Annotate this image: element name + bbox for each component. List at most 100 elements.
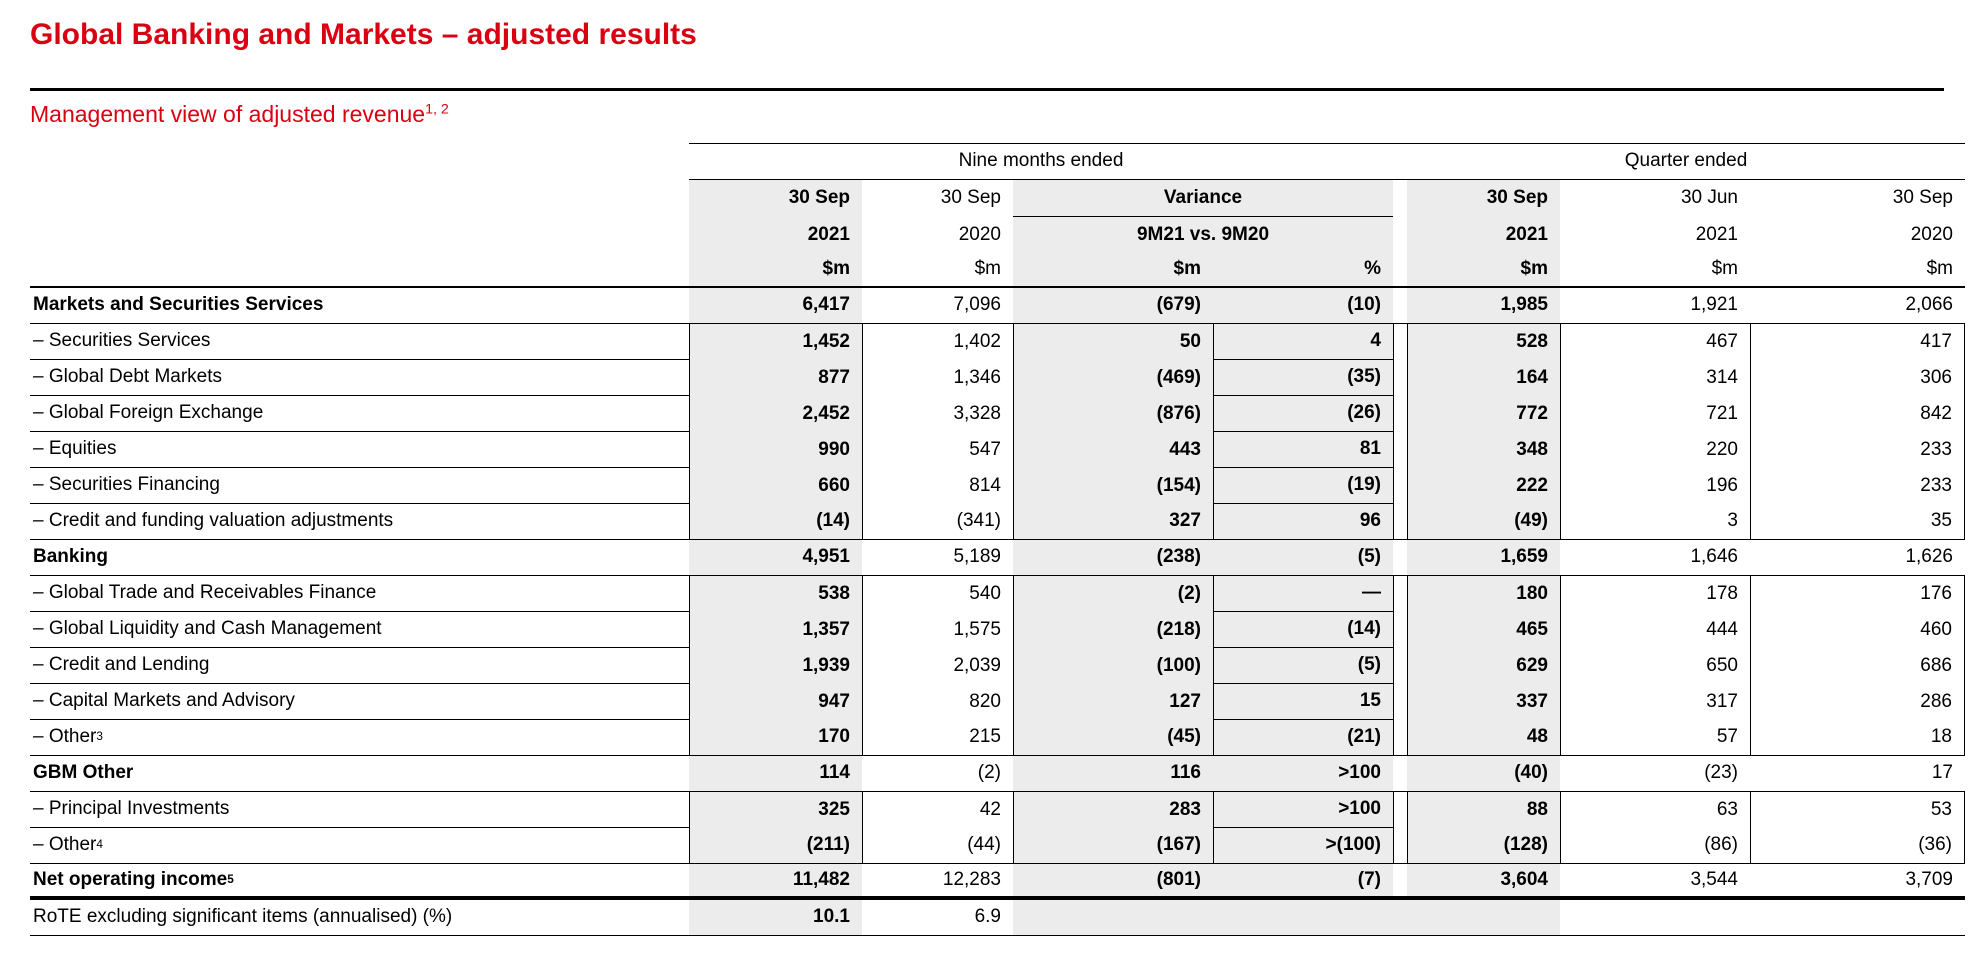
value-cell: >100 xyxy=(1213,756,1393,792)
value-cell: 1,575 xyxy=(862,612,1013,648)
row-label: – Global Debt Markets xyxy=(30,360,689,396)
value-cell: 540 xyxy=(862,576,1013,612)
value-cell: 164 xyxy=(1407,360,1560,396)
column-gap xyxy=(1393,432,1407,468)
adjusted-revenue-table: Nine months ended Quarter ended 30 Sep 3… xyxy=(30,143,1965,936)
value-cell: (238) xyxy=(1013,540,1213,576)
footnote-ref: 5 xyxy=(227,872,234,886)
value-cell: — xyxy=(1213,576,1393,612)
page-title: Global Banking and Markets – adjusted re… xyxy=(30,18,697,51)
column-gap xyxy=(1393,468,1407,504)
column-gap xyxy=(1393,756,1407,792)
value-cell: (44) xyxy=(862,828,1013,864)
row-label: – Principal Investments xyxy=(30,792,689,828)
col-header-q2-period: 30 Jun xyxy=(1560,180,1750,217)
header-gap xyxy=(1393,180,1407,217)
row-label: – Credit and funding valuation adjustmen… xyxy=(30,504,689,540)
value-cell: 10.1 xyxy=(689,900,862,936)
value-cell: 18 xyxy=(1750,720,1965,756)
value-cell: (19) xyxy=(1213,468,1393,504)
col-header-variance-sub: 9M21 vs. 9M20 xyxy=(1013,217,1393,253)
col-header-nm2-year: 2020 xyxy=(862,217,1013,253)
row-label: Net operating income 5 xyxy=(30,864,689,900)
value-cell: 88 xyxy=(1407,792,1560,828)
value-cell: 53 xyxy=(1750,792,1965,828)
value-cell xyxy=(1750,900,1965,936)
value-cell: (167) xyxy=(1013,828,1213,864)
value-cell: 348 xyxy=(1407,432,1560,468)
value-cell: (5) xyxy=(1213,540,1393,576)
value-cell: 283 xyxy=(1013,792,1213,828)
value-cell: 721 xyxy=(1560,396,1750,432)
value-cell: 2,066 xyxy=(1750,288,1965,324)
value-cell xyxy=(1560,900,1750,936)
column-gap xyxy=(1393,288,1407,324)
value-cell: (21) xyxy=(1213,720,1393,756)
col-header-q3-period: 30 Sep xyxy=(1750,180,1965,217)
value-cell: (86) xyxy=(1560,828,1750,864)
group-header-nine-months: Nine months ended xyxy=(689,143,1393,180)
col-header-q1-unit: $m xyxy=(1407,253,1560,288)
value-cell: 314 xyxy=(1560,360,1750,396)
value-cell: 629 xyxy=(1407,648,1560,684)
value-cell: 327 xyxy=(1013,504,1213,540)
table-subtitle: Management view of adjusted revenue1, 2 xyxy=(30,101,449,128)
column-gap xyxy=(1393,684,1407,720)
row-label: – Securities Services xyxy=(30,324,689,360)
value-cell: 1,346 xyxy=(862,360,1013,396)
value-cell: 1,921 xyxy=(1560,288,1750,324)
group-header-quarter: Quarter ended xyxy=(1407,143,1965,180)
value-cell: 3,604 xyxy=(1407,864,1560,900)
value-cell: (35) xyxy=(1213,360,1393,396)
value-cell: (341) xyxy=(862,504,1013,540)
col-header-q1-period: 30 Sep xyxy=(1407,180,1560,217)
value-cell: 1,939 xyxy=(689,648,862,684)
column-gap xyxy=(1393,792,1407,828)
group-header-gap xyxy=(1393,143,1407,180)
value-cell: (23) xyxy=(1560,756,1750,792)
col-header-q2-year: 2021 xyxy=(1560,217,1750,253)
value-cell: (49) xyxy=(1407,504,1560,540)
value-cell: 196 xyxy=(1560,468,1750,504)
value-cell: 180 xyxy=(1407,576,1560,612)
value-cell: (40) xyxy=(1407,756,1560,792)
header-gap xyxy=(1393,217,1407,253)
value-cell: 176 xyxy=(1750,576,1965,612)
value-cell: (100) xyxy=(1013,648,1213,684)
value-cell: 222 xyxy=(1407,468,1560,504)
value-cell: 178 xyxy=(1560,576,1750,612)
column-gap xyxy=(1393,864,1407,900)
value-cell: 337 xyxy=(1407,684,1560,720)
col-header-nm2-unit: $m xyxy=(862,253,1013,288)
value-cell: (218) xyxy=(1013,612,1213,648)
value-cell: 820 xyxy=(862,684,1013,720)
column-gap xyxy=(1393,828,1407,864)
footnote-ref: 3 xyxy=(96,730,103,744)
row-label: – Credit and Lending xyxy=(30,648,689,684)
value-cell: 170 xyxy=(689,720,862,756)
row-label: – Other 3 xyxy=(30,720,689,756)
value-cell: 17 xyxy=(1750,756,1965,792)
row-label: – Capital Markets and Advisory xyxy=(30,684,689,720)
column-gap xyxy=(1393,360,1407,396)
value-cell: 1,985 xyxy=(1407,288,1560,324)
title-divider xyxy=(30,88,1944,91)
header-spacer xyxy=(30,253,689,288)
row-label: RoTE excluding significant items (annual… xyxy=(30,900,689,936)
subtitle-text: Management view of adjusted revenue xyxy=(30,101,426,127)
header-gap xyxy=(1393,253,1407,288)
value-cell: 2,452 xyxy=(689,396,862,432)
column-gap xyxy=(1393,648,1407,684)
value-cell: (2) xyxy=(1013,576,1213,612)
value-cell: 842 xyxy=(1750,396,1965,432)
value-cell: (876) xyxy=(1013,396,1213,432)
value-cell: 286 xyxy=(1750,684,1965,720)
value-cell: 660 xyxy=(689,468,862,504)
value-cell: 127 xyxy=(1013,684,1213,720)
col-header-q1-year: 2021 xyxy=(1407,217,1560,253)
header-spacer xyxy=(30,217,689,253)
value-cell: 4 xyxy=(1213,324,1393,360)
row-label: Banking xyxy=(30,540,689,576)
value-cell: (36) xyxy=(1750,828,1965,864)
row-label: Markets and Securities Services xyxy=(30,288,689,324)
